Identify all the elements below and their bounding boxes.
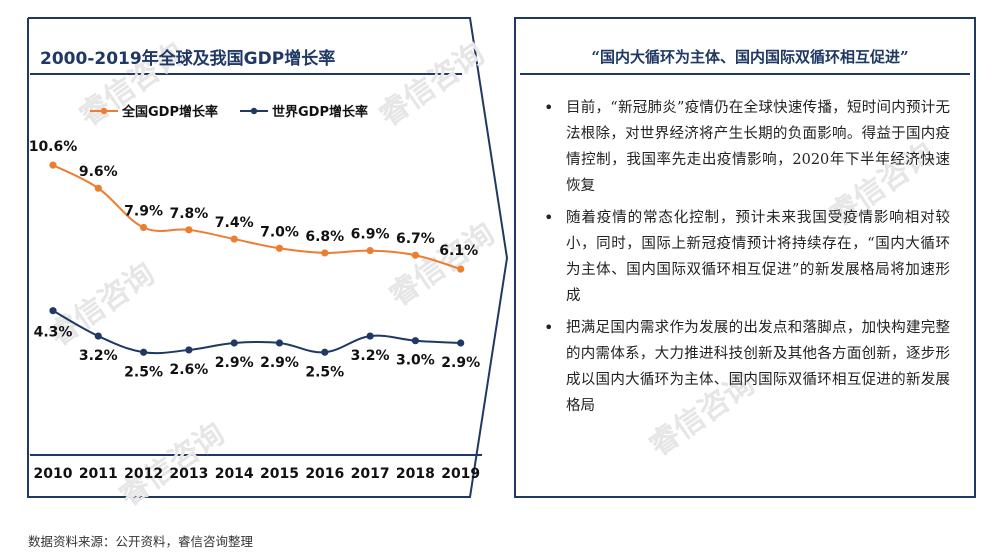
legend-label-world: 世界GDP增长率 <box>272 105 368 120</box>
china-label-2012: 7.9% <box>124 204 163 220</box>
left-panel-border <box>27 17 509 498</box>
x-tick-2015: 2015 <box>260 466 299 482</box>
world-label-2010: 4.3% <box>34 325 73 341</box>
bullet-text: 目前，“新冠肺炎”疫情仍在全球快速传播，短时间内预计无法根除，对世界经济将产生长… <box>566 100 950 194</box>
world-label-2015: 2.9% <box>260 355 299 371</box>
bullet-dot-icon: • <box>544 98 554 117</box>
china-gdp-line <box>52 164 461 271</box>
china-label-2015: 7.0% <box>260 224 299 240</box>
china-label-2017: 6.9% <box>351 227 390 243</box>
legend-label-china: 全国GDP增长率 <box>122 105 218 120</box>
world-point-2013 <box>185 346 193 354</box>
china-point-2013 <box>185 226 193 234</box>
china-label-2019: 6.1% <box>439 243 478 259</box>
china-point-2012 <box>140 223 148 232</box>
china-point-2019 <box>457 265 465 273</box>
bullet-item: • 随着疫情的常态化控制，预计未来我国受疫情影响相对较小，同时，国际上新冠疫情预计… <box>540 205 950 309</box>
china-label-2018: 6.7% <box>396 231 435 247</box>
x-tick-2019: 2019 <box>441 466 480 482</box>
world-point-2015 <box>275 339 284 347</box>
china-point-2015 <box>275 244 284 252</box>
china-point-2014 <box>230 235 238 243</box>
bullet-item: • 目前，“新冠肺炎”疫情仍在全球快速传播，短时间内预计无法根除，对世界经济将产生… <box>540 95 950 199</box>
world-gdp-line <box>52 309 461 355</box>
china-label-2016: 6.8% <box>305 229 344 245</box>
china-point-2011 <box>94 184 102 192</box>
bullet-dot-icon: • <box>544 208 554 227</box>
x-tick-2011: 2011 <box>79 466 118 482</box>
world-label-2013: 2.6% <box>169 362 208 378</box>
china-label-2010: 10.6% <box>29 139 78 155</box>
chart-legend: 全国GDP增长率 世界GDP增长率 <box>90 101 390 120</box>
bullet-text: 把满足国内需求作为发展的出发点和落脚点，加快构建完整的内需体系，大力推进科技创新… <box>566 320 950 414</box>
x-tick-2016: 2016 <box>305 466 344 482</box>
legend-item-china: 全国GDP增长率 <box>90 101 218 120</box>
chart-title: 2000-2019年全球及我国GDP增长率 <box>40 49 336 69</box>
world-point-2010 <box>49 307 57 315</box>
china-point-2018 <box>411 251 419 259</box>
world-label-2012: 2.5% <box>124 364 163 380</box>
legend-world-marker-icon <box>240 107 268 114</box>
world-label-2019: 2.9% <box>441 355 480 371</box>
x-tick-2017: 2017 <box>351 466 390 482</box>
right-panel-title: “国内大循环为主体、国内国际双循环相互促进” <box>591 48 909 66</box>
world-point-2018 <box>411 337 419 345</box>
legend-china-marker-icon <box>90 107 118 114</box>
world-point-2011 <box>94 332 102 340</box>
legend-item-world: 世界GDP增长率 <box>240 101 368 120</box>
world-label-2017: 3.2% <box>351 348 390 364</box>
world-point-2016 <box>321 348 329 356</box>
x-tick-2013: 2013 <box>169 466 208 482</box>
right-panel-border <box>514 17 976 498</box>
world-label-2011: 3.2% <box>79 348 118 364</box>
world-point-2014 <box>230 339 238 347</box>
world-point-2019 <box>457 339 465 347</box>
china-label-2013: 7.8% <box>169 206 208 222</box>
x-tick-2010: 2010 <box>34 466 73 482</box>
x-tick-2018: 2018 <box>396 466 435 482</box>
china-label-2014: 7.4% <box>215 215 254 231</box>
china-label-2011: 9.6% <box>79 164 118 180</box>
china-point-2010 <box>49 161 57 169</box>
bullet-dot-icon: • <box>544 318 554 337</box>
china-point-2017 <box>366 247 374 255</box>
world-label-2018: 3.0% <box>396 353 435 369</box>
china-point-2016 <box>321 249 329 257</box>
x-tick-2012: 2012 <box>124 466 163 482</box>
world-label-2014: 2.9% <box>215 355 254 371</box>
x-tick-2014: 2014 <box>215 466 254 482</box>
world-point-2012 <box>140 348 148 356</box>
world-label-2016: 2.5% <box>305 364 344 380</box>
source-note: 数据资料来源：公开资料，睿信咨询整理 <box>28 534 254 549</box>
world-point-2017 <box>366 332 374 340</box>
bullet-list: • 目前，“新冠肺炎”疫情仍在全球快速传播，短时间内预计无法根除，对世界经济将产生… <box>540 95 950 425</box>
bullet-text: 随着疫情的常态化控制，预计未来我国受疫情影响相对较小，同时，国际上新冠疫情预计将… <box>566 210 950 304</box>
bullet-item: • 把满足国内需求作为发展的出发点和落脚点，加快构建完整的内需体系，大力推进科技创… <box>540 315 950 419</box>
